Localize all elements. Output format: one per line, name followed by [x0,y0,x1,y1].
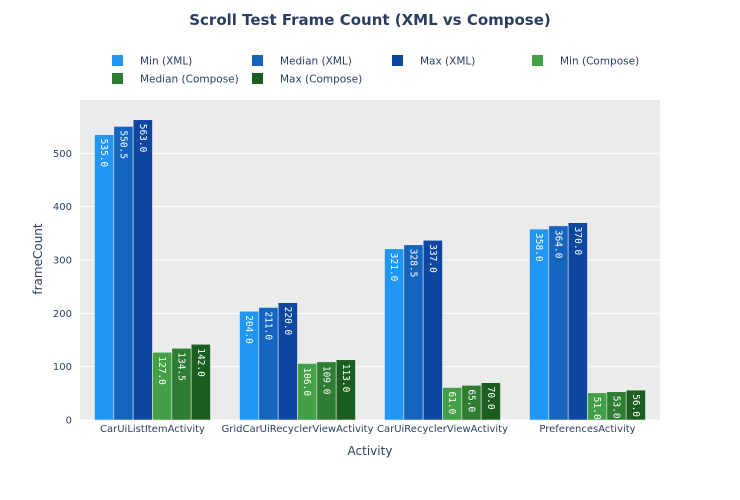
legend-label: Min (Compose) [560,56,639,68]
bar-value-label: 563.0 [137,124,148,153]
legend-swatch [252,55,263,66]
legend-label: Median (XML) [280,56,352,68]
x-axis-title: Activity [348,444,393,458]
x-tick-label: PreferencesActivity [539,424,635,435]
bar-value-label: 550.5 [118,130,129,159]
y-tick-label: 100 [53,362,72,373]
bar-value-label: 61.0 [446,391,457,414]
bar-value-label: 211.0 [263,311,274,340]
bar-value-label: 113.0 [340,364,351,393]
bar-value-label: 106.0 [301,367,312,396]
legend-swatch [112,73,123,84]
bar-value-label: 142.0 [195,348,206,377]
y-tick-label: 200 [53,309,72,320]
bar [422,239,443,421]
bar-value-label: 220.0 [282,307,293,336]
bar-value-label: 364.0 [553,230,564,259]
bar-value-label: 370.0 [572,227,583,256]
bar-value-label: 358.0 [533,233,544,262]
bar-value-label: 337.0 [427,244,438,273]
bar [625,389,646,421]
bar-value-label: 109.0 [321,366,332,395]
bar [480,382,501,421]
bar-value-label: 56.0 [630,394,641,417]
y-axis-ticks: 0 100 200 300 400 500 [53,149,72,427]
bar-value-label: 127.0 [156,356,167,385]
y-tick-label: 0 [66,416,72,427]
bar-value-label: 535.0 [98,139,109,168]
legend-label: Max (Compose) [280,74,362,86]
bar-value-label: 70.0 [485,387,496,410]
bar [335,359,356,421]
bar [132,119,153,421]
bar-value-label: 204.0 [243,315,254,344]
x-tick-label: CarUiListItemActivity [100,424,205,435]
bars [94,119,646,421]
bar [190,343,211,421]
y-axis-title: frameCount [31,223,45,295]
bar [567,222,588,421]
bar-value-label: 53.0 [611,396,622,419]
legend-label: Max (XML) [420,56,475,68]
legend-swatch [532,55,543,66]
y-tick-label: 400 [53,202,72,213]
bar-value-label: 65.0 [466,389,477,412]
legend: Min (XML) Median (XML) Max (XML) Min (Compo… [112,55,639,86]
bar-value-label: 328.5 [408,249,419,278]
y-tick-label: 300 [53,256,72,267]
bar-labels: 535.0 550.5 563.0 127.0 134.5 142.0 204.0 211.0… [98,124,641,420]
x-axis-ticks: CarUiListItemActivity GridCarUiRecyclerVi… [100,424,636,435]
bar-value-label: 134.5 [176,352,187,381]
legend-swatch [392,55,403,66]
legend-label: Min (XML) [140,56,192,68]
x-tick-label: CarUiRecyclerViewActivity [377,424,508,435]
bar [277,302,298,421]
chart-title: Scroll Test Frame Count (XML vs Compose) [189,11,551,29]
legend-swatch [252,73,263,84]
x-tick-label: GridCarUiRecyclerViewActivity [221,424,373,435]
bar-value-label: 321.0 [388,253,399,282]
bar-value-label: 51.0 [591,397,602,420]
bar [113,126,134,421]
bar [94,134,115,421]
legend-label: Median (Compose) [140,74,239,86]
y-tick-label: 500 [53,149,72,160]
legend-swatch [112,55,123,66]
